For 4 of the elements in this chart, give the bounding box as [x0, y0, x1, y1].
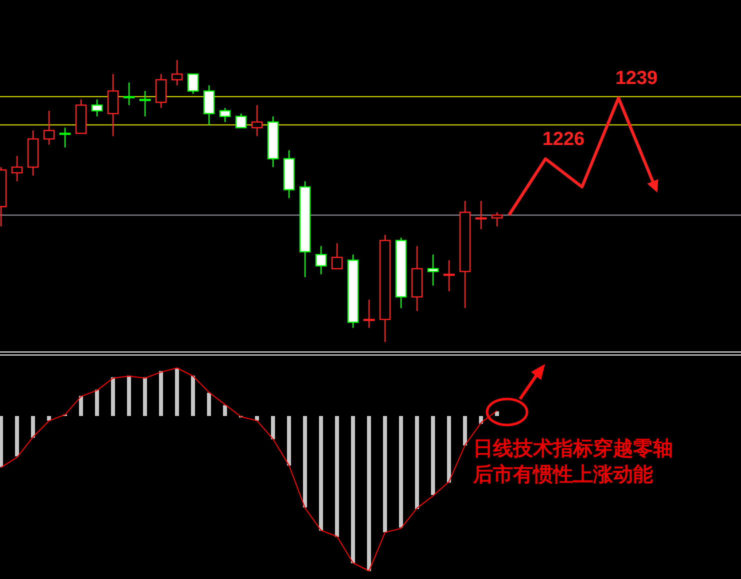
data-label: 1226 [542, 128, 585, 150]
annotation: 后市有惯性上涨动能 [472, 462, 653, 486]
data-label: 1239 [615, 68, 658, 89]
annotation: 日线技术指标穿越零轴 [473, 436, 673, 460]
